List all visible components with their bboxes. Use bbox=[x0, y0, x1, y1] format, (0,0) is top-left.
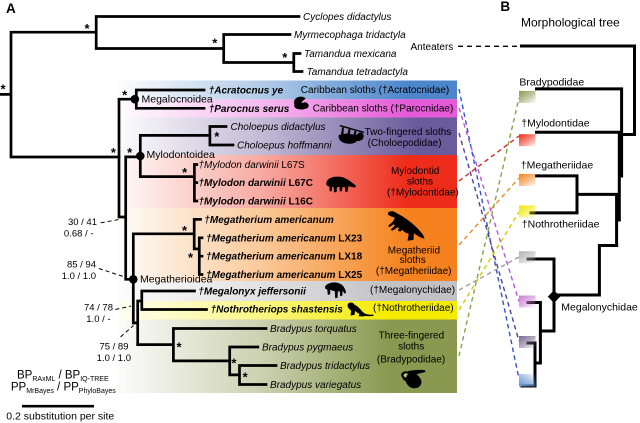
svg-text:Bradypus tridactylus: Bradypus tridactylus bbox=[280, 361, 370, 372]
svg-text:75 / 89: 75 / 89 bbox=[99, 342, 128, 353]
svg-text:*: * bbox=[231, 355, 237, 370]
svg-text:*: * bbox=[212, 36, 218, 51]
svg-text:†Megatheriidae: †Megatheriidae bbox=[521, 160, 594, 172]
svg-text:†Nothrotheriops shastensis: †Nothrotheriops shastensis bbox=[211, 305, 344, 316]
svg-text:Bradypus pygmaeus: Bradypus pygmaeus bbox=[262, 343, 353, 354]
svg-text:0.68 / -: 0.68 / - bbox=[64, 229, 94, 240]
svg-text:(Choloepodidae): (Choloepodidae) bbox=[368, 138, 442, 149]
svg-text:†Megatherium americanum LX23: †Megatherium americanum LX23 bbox=[206, 233, 363, 244]
svg-text:†Megatherium americanum LX18: †Megatherium americanum LX18 bbox=[206, 252, 363, 263]
svg-text:74 / 78: 74 / 78 bbox=[84, 303, 113, 314]
svg-text:30 / 41: 30 / 41 bbox=[68, 217, 97, 228]
svg-text:PPMrBayes / PPPhyloBayes: PPMrBayes / PPPhyloBayes bbox=[11, 381, 116, 395]
svg-text:Choloepus didactylus: Choloepus didactylus bbox=[231, 122, 326, 133]
svg-text:*: * bbox=[127, 145, 133, 160]
svg-text:Morphological tree: Morphological tree bbox=[521, 16, 620, 30]
svg-text:Caribbean sloths (†Acratocnid: Caribbean sloths (†Acratocnidae) bbox=[301, 85, 449, 96]
svg-text:*: * bbox=[122, 87, 128, 102]
svg-text:(Bradypodidae): (Bradypodidae) bbox=[377, 354, 445, 365]
svg-text:(†Nothrotheriidae): (†Nothrotheriidae) bbox=[373, 303, 454, 314]
svg-text:*: * bbox=[188, 250, 194, 265]
svg-text:(†Megatheriidae): (†Megatheriidae) bbox=[376, 266, 452, 277]
svg-text:Myrmecophaga tridactyla: Myrmecophaga tridactyla bbox=[294, 30, 406, 41]
svg-text:†Megatherium americanum: †Megatherium americanum bbox=[204, 215, 334, 226]
svg-text:*: * bbox=[243, 369, 249, 384]
svg-text:Mylodontid: Mylodontid bbox=[391, 166, 439, 177]
svg-text:Two-fingered sloths: Two-fingered sloths bbox=[365, 127, 452, 138]
svg-text:†Nothrotheriidae: †Nothrotheriidae bbox=[522, 218, 600, 230]
svg-text:Megatheriid: Megatheriid bbox=[388, 245, 440, 256]
svg-text:(†Megalonychidae): (†Megalonychidae) bbox=[370, 285, 455, 296]
svg-text:*: * bbox=[182, 165, 188, 180]
svg-text:*: * bbox=[0, 82, 6, 97]
svg-text:Choloepus hoffmanni: Choloepus hoffmanni bbox=[237, 141, 332, 152]
svg-text:Megalocnoidea: Megalocnoidea bbox=[142, 93, 213, 105]
svg-text:Caribbean sloths (†Parocnidae): Caribbean sloths (†Parocnidae) bbox=[313, 104, 454, 115]
svg-text:B: B bbox=[500, 0, 510, 14]
svg-text:†Mylodon darwinii L67S: †Mylodon darwinii L67S bbox=[199, 160, 306, 171]
svg-text:Bradypus variegatus: Bradypus variegatus bbox=[270, 380, 361, 391]
svg-text:1.0 / -: 1.0 / - bbox=[86, 314, 110, 325]
svg-text:Three-fingered: Three-fingered bbox=[379, 330, 445, 341]
svg-text:1.0 / 1.0: 1.0 / 1.0 bbox=[97, 353, 131, 364]
svg-text:Tamandua mexicana: Tamandua mexicana bbox=[304, 49, 397, 60]
svg-text:sloths: sloths bbox=[398, 342, 424, 353]
svg-text:0.2 substitution per site: 0.2 substitution per site bbox=[6, 411, 114, 423]
svg-text:sloths: sloths bbox=[400, 255, 426, 266]
svg-text:*: * bbox=[111, 145, 117, 160]
svg-text:1.0 / 1.0: 1.0 / 1.0 bbox=[62, 271, 96, 282]
svg-text:†Mylodontidae: †Mylodontidae bbox=[521, 118, 589, 130]
svg-text:Anteaters: Anteaters bbox=[411, 42, 454, 53]
svg-text:†Mylodon darwinii L67C: †Mylodon darwinii L67C bbox=[199, 178, 313, 189]
svg-text:Megalonychidae: Megalonychidae bbox=[561, 302, 638, 314]
svg-text:85 / 94: 85 / 94 bbox=[67, 260, 96, 271]
svg-text:sloths: sloths bbox=[407, 177, 433, 188]
svg-text:Bradypus torquatus: Bradypus torquatus bbox=[270, 324, 357, 335]
svg-text:*: * bbox=[282, 50, 288, 65]
svg-text:Mylodontoidea: Mylodontoidea bbox=[147, 149, 215, 161]
svg-text:(†Mylodontidae): (†Mylodontidae) bbox=[387, 188, 459, 199]
svg-text:*: * bbox=[214, 129, 220, 144]
svg-text:Cyclopes didactylus: Cyclopes didactylus bbox=[303, 12, 391, 23]
svg-text:A: A bbox=[6, 1, 16, 16]
svg-text:Tamandua tetradactyla: Tamandua tetradactyla bbox=[307, 67, 409, 78]
svg-text:*: * bbox=[182, 223, 188, 238]
svg-text:†Parocnus serus: †Parocnus serus bbox=[209, 104, 290, 115]
svg-text:†Megalonyx jeffersonii: †Megalonyx jeffersonii bbox=[198, 287, 306, 298]
svg-text:Megatherioidea: Megatherioidea bbox=[140, 273, 213, 285]
svg-text:Bradypodidae: Bradypodidae bbox=[519, 77, 584, 89]
svg-text:†Acratocnus ye: †Acratocnus ye bbox=[209, 86, 284, 97]
svg-text:†Mylodon darwinii L16C: †Mylodon darwinii L16C bbox=[199, 197, 313, 208]
svg-text:*: * bbox=[84, 21, 90, 36]
svg-text:†Megatherium americanum LX25: †Megatherium americanum LX25 bbox=[206, 270, 363, 281]
svg-text:*: * bbox=[176, 340, 182, 355]
